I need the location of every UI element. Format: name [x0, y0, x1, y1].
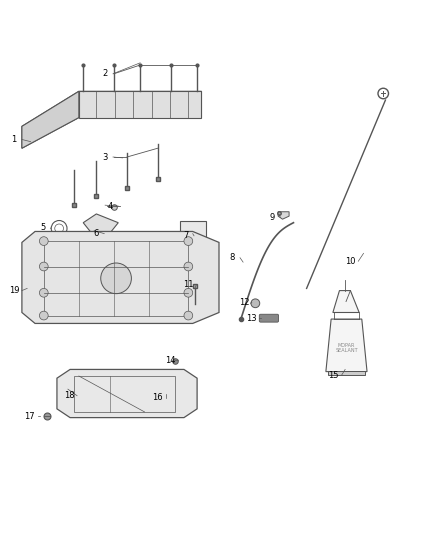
Text: 10: 10 [345, 257, 356, 266]
Text: 13: 13 [246, 314, 256, 322]
Text: SEALANT: SEALANT [335, 348, 358, 353]
Text: 19: 19 [9, 286, 19, 295]
Text: 17: 17 [25, 412, 35, 421]
Text: 3: 3 [102, 152, 108, 161]
Text: 15: 15 [328, 370, 339, 379]
Text: 2: 2 [102, 69, 108, 78]
Polygon shape [22, 91, 79, 148]
Text: 1: 1 [11, 135, 17, 144]
Polygon shape [278, 212, 289, 219]
Circle shape [39, 262, 48, 271]
Circle shape [184, 288, 193, 297]
Polygon shape [57, 369, 197, 418]
FancyBboxPatch shape [328, 371, 365, 375]
Circle shape [101, 263, 131, 294]
Circle shape [184, 237, 193, 246]
Polygon shape [83, 214, 118, 233]
Polygon shape [22, 231, 219, 324]
Text: 6: 6 [94, 229, 99, 238]
Polygon shape [333, 290, 359, 312]
Circle shape [184, 311, 193, 320]
Text: 12: 12 [239, 298, 249, 307]
Circle shape [39, 237, 48, 246]
Text: 18: 18 [64, 391, 74, 400]
Text: 14: 14 [166, 356, 176, 365]
Text: 11: 11 [183, 280, 194, 289]
Circle shape [251, 299, 260, 308]
Circle shape [184, 262, 193, 271]
FancyBboxPatch shape [180, 221, 206, 241]
Text: 9: 9 [270, 213, 275, 222]
Text: 16: 16 [152, 393, 163, 402]
Circle shape [39, 288, 48, 297]
Circle shape [39, 311, 48, 320]
Text: 8: 8 [230, 253, 235, 262]
Polygon shape [164, 387, 180, 395]
Text: 5: 5 [40, 223, 46, 232]
Polygon shape [79, 91, 201, 118]
Polygon shape [326, 319, 367, 372]
FancyBboxPatch shape [259, 314, 279, 322]
Polygon shape [22, 91, 201, 148]
Text: 7: 7 [184, 231, 189, 240]
Text: 4: 4 [108, 201, 113, 211]
Text: MOPAR: MOPAR [338, 343, 355, 348]
